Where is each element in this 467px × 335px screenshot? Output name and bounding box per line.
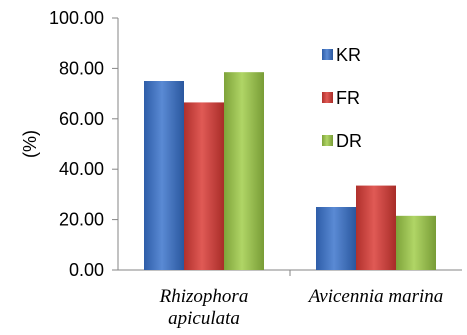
y-tick-label: 100.00 [49, 8, 104, 28]
y-tick-label: 60.00 [59, 109, 104, 129]
y-tick-label: 80.00 [59, 58, 104, 78]
legend-swatch-dr [322, 135, 333, 146]
x-category-label: apiculata [168, 308, 240, 329]
y-tick-label: 0.00 [69, 260, 104, 280]
legend-swatch-fr [322, 92, 333, 103]
x-category-label: Rhizophora [159, 286, 249, 307]
y-tick-label: 40.00 [59, 159, 104, 179]
bar-fr-1 [356, 185, 396, 270]
x-category-label: Avicennia marina [307, 286, 444, 307]
legend-label-fr: FR [336, 88, 360, 108]
legend-swatch-kr [322, 49, 333, 60]
bar-kr-0 [144, 81, 184, 270]
bar-fr-0 [184, 102, 224, 270]
y-tick-label: 20.00 [59, 210, 104, 230]
legend-label-dr: DR [336, 131, 362, 151]
legend-label-kr: KR [336, 45, 361, 65]
y-axis-label: (%) [20, 130, 40, 158]
bar-dr-0 [224, 72, 264, 271]
bar-kr-1 [316, 207, 356, 270]
bar-dr-1 [396, 215, 436, 270]
